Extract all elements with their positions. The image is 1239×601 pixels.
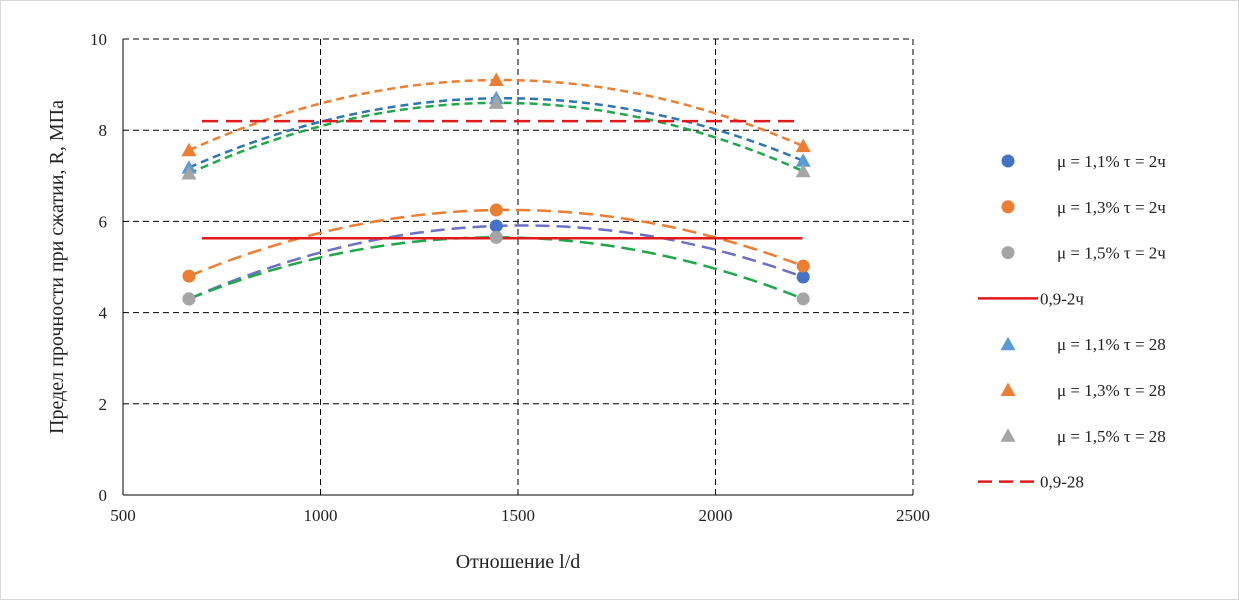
trendline-6 <box>188 101 804 175</box>
x-axis-title: Отношение l/d <box>456 551 581 573</box>
data-point-5-2 <box>795 138 811 153</box>
trendlines <box>188 78 804 301</box>
y-tick-label: 4 <box>99 304 108 323</box>
data-point-2-1 <box>489 230 503 244</box>
legend-swatch-1 <box>1001 200 1015 214</box>
legend-swatch-5 <box>1000 382 1016 396</box>
data-point-6-1 <box>488 95 504 109</box>
y-axis-title: Предел прочности при сжатии, R, МПа <box>46 100 68 434</box>
data-point-6-0 <box>181 166 197 180</box>
data-point-1-1 <box>489 203 503 217</box>
data-point-0-1 <box>489 219 503 233</box>
axes: 500 1000 1500 2000 2500 0 2 4 6 8 10 <box>90 30 930 525</box>
data-markers <box>181 72 811 306</box>
data-point-2-0 <box>182 292 196 306</box>
data-point-1-0 <box>182 269 196 283</box>
y-tick-label: 8 <box>99 121 108 140</box>
data-point-4-2 <box>795 153 811 167</box>
legend-label-3: 0,9-2ч <box>1040 289 1084 308</box>
legend-label-2: μ = 1,5% τ = 2ч <box>1057 244 1166 263</box>
legend-label-1: μ = 1,3% τ = 2ч <box>1057 198 1166 217</box>
x-tick-label: 500 <box>110 506 136 525</box>
data-point-5-0 <box>181 142 197 157</box>
y-tick-label: 6 <box>99 212 108 231</box>
data-point-6-2 <box>795 163 811 178</box>
legend-label-6: μ = 1,5% τ = 28 <box>1057 427 1166 446</box>
x-tick-label: 2000 <box>699 506 733 525</box>
legend-swatch-4 <box>1000 336 1016 351</box>
legend-swatch-2 <box>1001 246 1015 260</box>
x-tick-label: 1500 <box>501 506 535 525</box>
legend-label-4: μ = 1,1% τ = 28 <box>1057 335 1166 354</box>
legend-swatch-0 <box>1001 154 1015 168</box>
y-tick-label: 10 <box>90 30 107 49</box>
legend-label-5: μ = 1,3% τ = 28 <box>1057 381 1166 400</box>
y-tick-label: 2 <box>99 395 108 414</box>
x-tick-label: 1000 <box>304 506 338 525</box>
legend-label-0: μ = 1,1% τ = 2ч <box>1057 152 1166 171</box>
legend: μ = 1,1% τ = 2ч μ = 1,3% τ = 2ч μ = 1,5% τ… <box>978 152 1166 492</box>
data-point-2-2 <box>796 292 810 306</box>
legend-label-7: 0,9-28 <box>1040 473 1084 492</box>
grid <box>123 38 914 495</box>
data-point-1-2 <box>796 259 810 273</box>
data-point-5-1 <box>488 72 504 87</box>
x-tick-label: 2500 <box>896 506 930 525</box>
trendline-2 <box>188 236 804 301</box>
legend-swatch-6 <box>1000 428 1016 442</box>
data-point-0-2 <box>796 270 810 284</box>
trendline-5 <box>188 78 804 152</box>
y-tick-label: 0 <box>99 486 108 505</box>
